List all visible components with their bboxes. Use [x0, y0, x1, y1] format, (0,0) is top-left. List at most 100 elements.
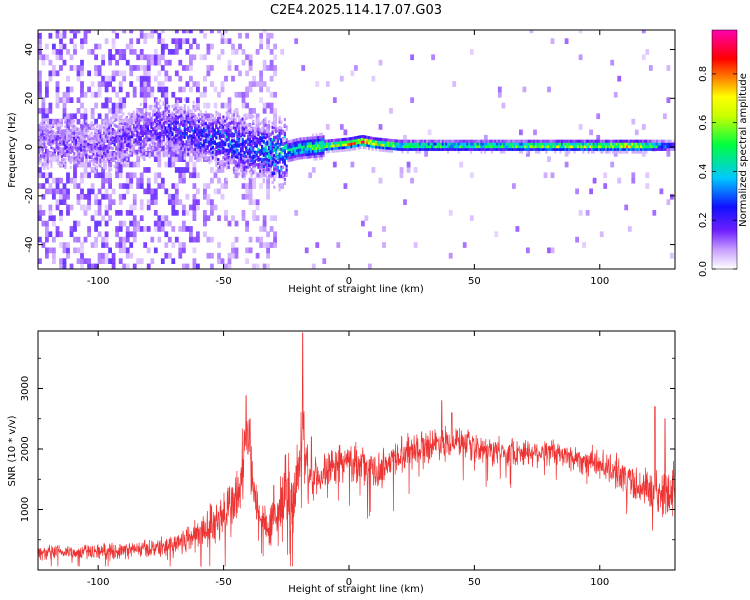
heatmap-cell — [383, 138, 386, 142]
heatmap-cell — [620, 150, 623, 154]
heatmap-cell — [259, 169, 262, 173]
heatmap-cell — [60, 154, 63, 158]
heatmap-cell — [657, 139, 660, 143]
heatmap-cell — [243, 120, 246, 124]
heatmap-cell — [97, 199, 102, 205]
heatmap-cell — [562, 147, 566, 151]
heatmap-cell — [547, 156, 551, 162]
heatmap-cell — [52, 131, 55, 135]
heatmap-cell — [85, 131, 88, 135]
heatmap-cell — [108, 97, 112, 103]
heatmap-cell — [652, 210, 657, 216]
heatmap-cell — [473, 147, 476, 151]
heatmap-cell — [241, 143, 244, 147]
heatmap-cell — [245, 113, 249, 120]
heatmap-cell — [115, 108, 119, 114]
heatmap-cell — [194, 156, 197, 160]
heatmap-cell — [339, 75, 344, 82]
heatmap-cell — [90, 167, 93, 171]
heatmap-cell — [313, 141, 316, 145]
heatmap-cell — [255, 139, 258, 143]
heatmap-cell — [617, 139, 620, 143]
heatmap-cell — [125, 231, 130, 238]
heatmap-cell — [152, 141, 155, 145]
heatmap-cell — [280, 49, 285, 55]
heatmap-cell — [269, 137, 272, 141]
heatmap-cell — [111, 121, 114, 125]
heatmap-cell — [501, 145, 504, 149]
heatmap-cell — [208, 118, 211, 122]
heatmap-cell — [64, 135, 67, 139]
heatmap-cell — [103, 146, 106, 150]
heatmap-cell — [141, 129, 144, 133]
heatmap-cell — [87, 129, 90, 133]
heatmap-cell — [245, 154, 248, 158]
heatmap-cell — [94, 149, 97, 153]
heatmap-cell — [38, 75, 42, 82]
heatmap-cell — [275, 150, 278, 154]
heatmap-cell — [173, 118, 176, 122]
heatmap-cell — [304, 147, 307, 151]
heatmap-cell — [238, 163, 241, 167]
heatmap-cell — [139, 152, 142, 156]
heatmap-cell — [257, 147, 260, 151]
heatmap-cell — [483, 134, 488, 141]
heatmap-cell — [276, 161, 279, 165]
heatmap-cell — [118, 131, 121, 135]
heatmap-cell — [410, 145, 413, 149]
heatmap-cell — [627, 226, 632, 232]
heatmap-cell — [641, 147, 645, 151]
heatmap-cell — [289, 150, 292, 154]
heatmap-cell — [224, 148, 227, 152]
heatmap-cell — [196, 102, 200, 109]
heatmap-cell — [160, 258, 165, 264]
heatmap-cell — [350, 147, 353, 151]
heatmap-cell — [215, 161, 218, 165]
heatmap-cell — [408, 142, 411, 146]
heatmap-cell — [80, 153, 83, 157]
heatmap-cell — [143, 155, 146, 159]
heatmap-cell — [354, 141, 357, 145]
heatmap-cell — [266, 263, 270, 269]
heatmap-cell — [129, 30, 134, 34]
heatmap-cell — [399, 147, 402, 151]
heatmap-cell — [475, 145, 478, 149]
heatmap-cell — [225, 123, 228, 127]
heatmap-cell — [638, 150, 641, 154]
heatmap-cell — [448, 210, 453, 216]
heatmap-cell — [278, 155, 281, 159]
heatmap-cell — [368, 231, 372, 238]
heatmap-cell — [174, 140, 178, 144]
heatmap-cell — [626, 139, 629, 143]
heatmap-cell — [661, 145, 664, 149]
heatmap-cell — [167, 236, 172, 243]
heatmap-cell — [66, 252, 70, 259]
heatmap-cell — [111, 136, 114, 140]
heatmap-cell — [45, 108, 49, 114]
heatmap-cell — [97, 188, 102, 195]
heatmap-cell — [483, 147, 487, 151]
heatmap-cell — [361, 135, 364, 139]
heatmap-cell — [331, 141, 334, 145]
heatmap-cell — [197, 116, 200, 120]
heatmap-cell — [95, 150, 99, 154]
heatmap-cell — [257, 138, 260, 142]
heatmap-cell — [60, 150, 63, 154]
heatmap-cell — [138, 126, 141, 130]
heatmap-cell — [160, 38, 165, 44]
heatmap-cell — [519, 129, 523, 136]
heatmap-cell — [146, 247, 151, 254]
heatmap-cell — [180, 118, 183, 122]
heatmap-cell — [145, 111, 148, 115]
x-tick-label: 50 — [468, 577, 481, 588]
heatmap-cell — [211, 140, 214, 144]
heatmap-cell — [605, 147, 608, 151]
heatmap-cell — [185, 131, 188, 135]
heatmap-cell — [146, 147, 149, 151]
heatmap-cell — [111, 147, 114, 151]
heatmap-cell — [245, 165, 248, 169]
heatmap-cell — [236, 143, 239, 147]
heatmap-cell — [110, 131, 113, 135]
heatmap-cell — [505, 142, 508, 146]
heatmap-cell — [80, 65, 84, 71]
